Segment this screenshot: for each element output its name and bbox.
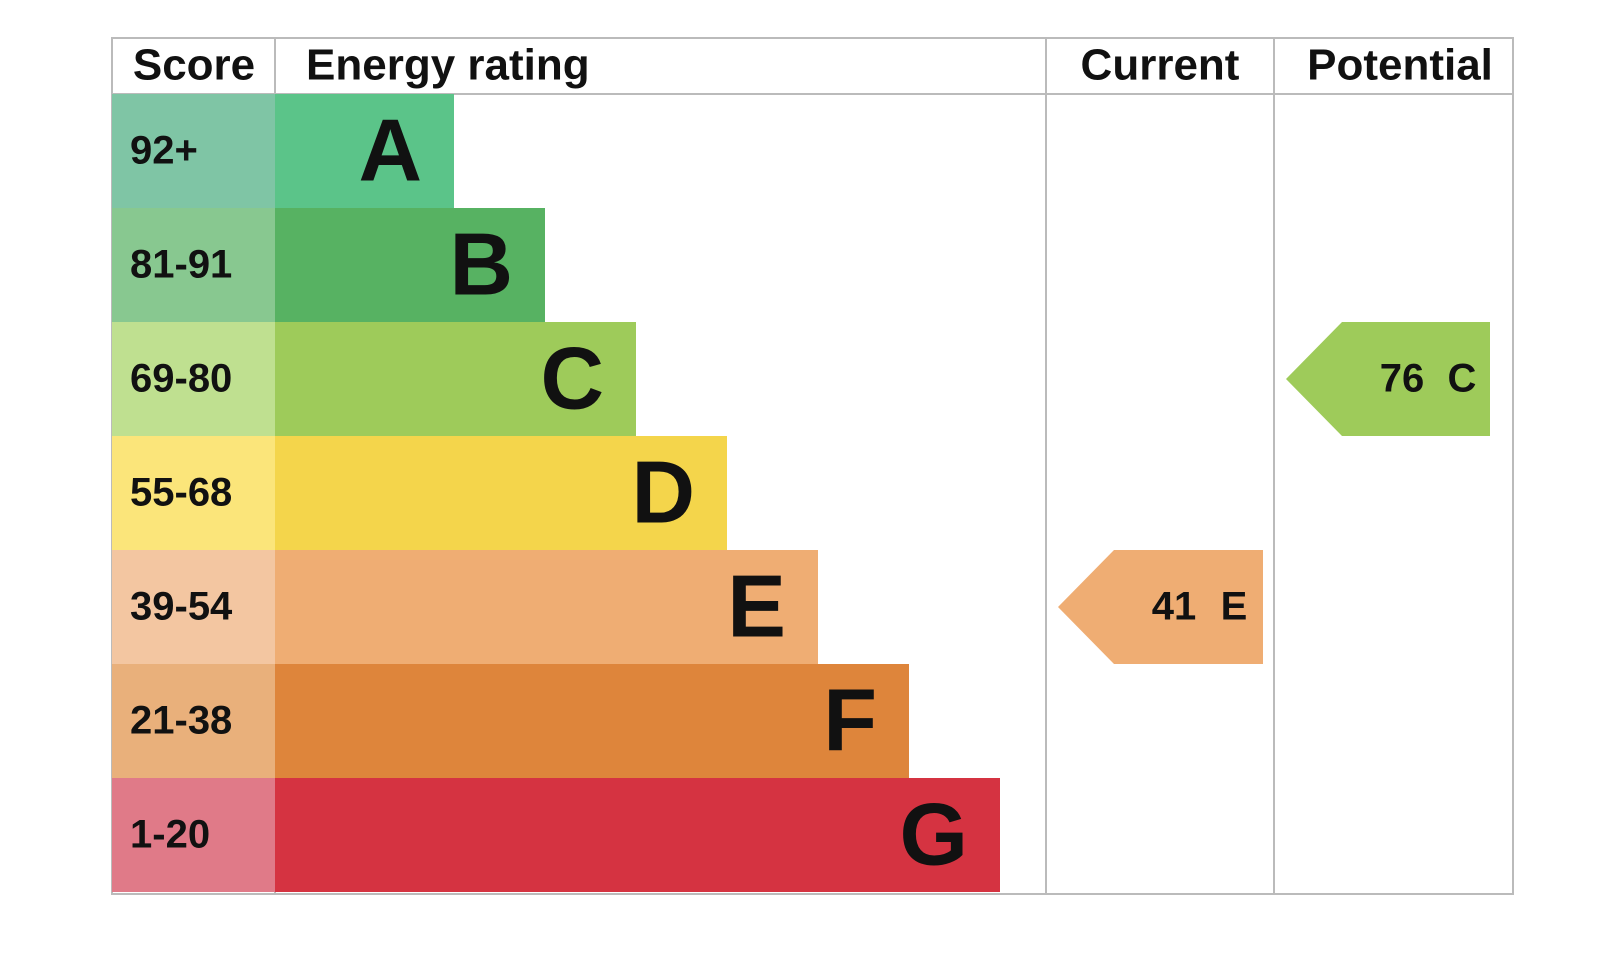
header-potential: Potential <box>1307 41 1493 90</box>
band-letter: D <box>631 442 695 541</box>
score-label: 21-38 <box>130 699 232 743</box>
band-letter: G <box>900 784 968 883</box>
score-cell <box>112 550 275 664</box>
score-cell <box>112 664 275 778</box>
score-cell <box>112 94 275 208</box>
band-letter: A <box>358 100 422 199</box>
score-cell <box>112 208 275 322</box>
potential-band: C <box>1448 357 1477 401</box>
potential-arrow <box>1286 322 1490 436</box>
rating-bar <box>275 94 454 208</box>
score-label: 92+ <box>130 129 198 173</box>
rating-bar <box>275 208 545 322</box>
current-value: 41 <box>1152 585 1197 629</box>
rating-bar <box>275 778 1000 892</box>
rating-bar <box>275 436 727 550</box>
score-cell <box>112 778 275 892</box>
band-letter: E <box>727 556 786 655</box>
score-label: 81-91 <box>130 243 232 287</box>
rating-bar <box>275 664 909 778</box>
score-cell <box>112 436 275 550</box>
potential-value: 76 <box>1380 357 1425 401</box>
header-energy-rating: Energy rating <box>306 41 590 90</box>
score-label: 1-20 <box>130 813 210 857</box>
current-band: E <box>1221 585 1248 629</box>
band-letter: C <box>540 328 604 427</box>
band-letter: F <box>823 670 877 769</box>
rating-bar <box>275 550 818 664</box>
score-cell <box>112 322 275 436</box>
band-letter: B <box>449 214 513 313</box>
header-current: Current <box>1081 41 1240 90</box>
current-arrow <box>1058 550 1263 664</box>
header-score: Score <box>133 41 255 90</box>
score-label: 39-54 <box>130 585 233 629</box>
score-label: 55-68 <box>130 471 232 515</box>
score-label: 69-80 <box>130 357 232 401</box>
rating-bar <box>275 322 636 436</box>
